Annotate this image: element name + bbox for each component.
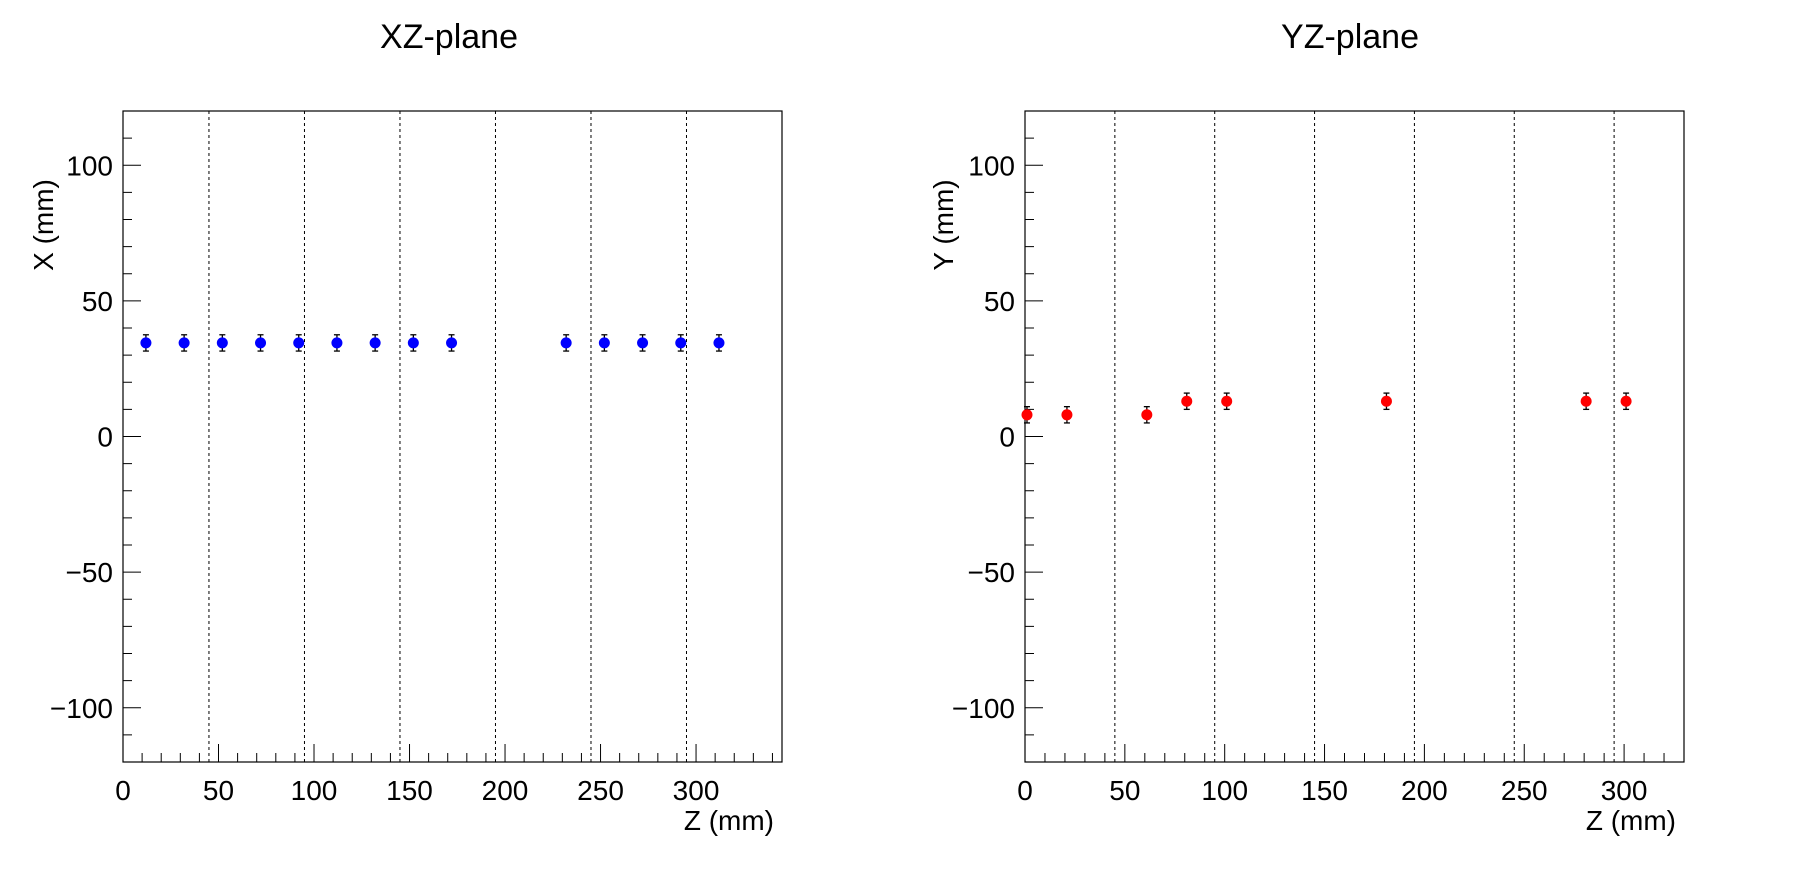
xz-data-point <box>560 337 572 349</box>
yz-y-tick-label: −100 <box>952 693 1015 724</box>
xz-data-point <box>140 337 152 349</box>
xz-y-tick-label: 50 <box>82 286 113 317</box>
xz-data-point <box>446 337 458 349</box>
yz-data-point <box>1061 409 1073 421</box>
xz-x-tick-label: 150 <box>386 775 433 806</box>
yz-x-tick-label: 300 <box>1601 775 1648 806</box>
yz-data-point <box>1021 409 1033 421</box>
yz-data-point <box>1620 395 1632 407</box>
xz-data-point <box>293 337 305 349</box>
xz-data-point <box>255 337 267 349</box>
yz-plane-panel: YZ-plane Z (mm) Y (mm) 0 50 100 150 200 250 30… <box>928 18 1685 836</box>
yz-y-tick-label: 50 <box>984 286 1015 317</box>
yz-x-axis-title: Z (mm) <box>1586 805 1676 836</box>
yz-x-tick-label: 0 <box>1017 775 1033 806</box>
xz-y-tick-label: 0 <box>97 422 113 453</box>
yz-x-tick-label: 100 <box>1201 775 1248 806</box>
xz-plot-frame <box>122 110 783 763</box>
yz-y-tick-label: 100 <box>968 150 1015 181</box>
xz-y-tick-label: −100 <box>50 693 113 724</box>
yz-y-tick-label: 0 <box>999 422 1015 453</box>
xz-x-tick-label: 100 <box>291 775 338 806</box>
yz-x-tick-label: 50 <box>1109 775 1140 806</box>
xz-x-tick-label: 300 <box>673 775 720 806</box>
xz-y-tick-label: 100 <box>66 150 113 181</box>
xz-data-point <box>331 337 343 349</box>
xz-plane-panel: XZ-plane Z (mm) X (mm) 0 50 100 150 200 250 30… <box>28 18 783 836</box>
xz-data-point <box>216 337 228 349</box>
xz-data-point <box>598 337 610 349</box>
yz-plot-frame <box>1024 110 1685 763</box>
yz-x-tick-label: 150 <box>1301 775 1348 806</box>
yz-x-tick-label: 250 <box>1501 775 1548 806</box>
xz-y-axis-title: X (mm) <box>28 179 59 271</box>
xz-data-point <box>637 337 649 349</box>
yz-x-tick-label: 200 <box>1401 775 1448 806</box>
xz-data-point <box>407 337 419 349</box>
yz-data-point <box>1580 395 1592 407</box>
xz-chart-title: XZ-plane <box>380 18 518 56</box>
xz-x-tick-label: 50 <box>203 775 234 806</box>
xz-data-point <box>675 337 687 349</box>
xz-data-point <box>369 337 381 349</box>
yz-y-tick-label: −50 <box>968 557 1016 588</box>
xz-x-tick-label: 200 <box>482 775 529 806</box>
yz-y-axis-title: Y (mm) <box>928 179 959 270</box>
xz-x-tick-label: 0 <box>115 775 131 806</box>
yz-data-point <box>1380 395 1392 407</box>
xz-x-axis-title: Z (mm) <box>684 805 774 836</box>
xz-data-point <box>178 337 190 349</box>
xz-data-point <box>713 337 725 349</box>
yz-data-point <box>1221 395 1233 407</box>
yz-data-point <box>1141 409 1153 421</box>
yz-chart-title: YZ-plane <box>1281 18 1419 56</box>
yz-data-point <box>1181 395 1193 407</box>
xz-x-tick-label: 250 <box>577 775 624 806</box>
xz-y-tick-label: −50 <box>66 557 114 588</box>
